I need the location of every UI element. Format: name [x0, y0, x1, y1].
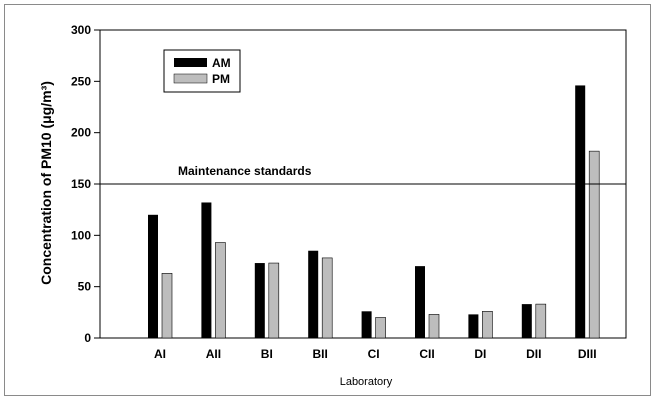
bar-am-bii: [308, 250, 319, 338]
bar-am-di: [468, 314, 479, 338]
x-tick-label: CII: [419, 347, 434, 361]
legend-swatch-am: [174, 58, 207, 67]
x-tick-label: BI: [261, 347, 273, 361]
legend-box: [163, 49, 241, 93]
legend-label-pm: PM: [212, 72, 230, 86]
bar-am-aii: [201, 202, 212, 338]
bar-am-ai: [148, 214, 158, 338]
x-tick-label: DI: [474, 347, 486, 361]
y-tick-label: 50: [78, 280, 92, 294]
legend-swatch-pm: [173, 73, 208, 84]
bar-am-diii: [575, 85, 586, 338]
y-tick-label: 150: [71, 177, 91, 191]
bar-pm-dii: [535, 303, 547, 339]
x-tick-label: DII: [526, 347, 541, 361]
bar-pm-diii: [588, 150, 600, 339]
bar-am-dii: [521, 304, 532, 338]
bar-pm-bii: [321, 257, 333, 339]
y-tick-label: 100: [71, 228, 91, 242]
y-tick-label: 200: [71, 126, 91, 140]
x-tick-label: AII: [206, 347, 221, 361]
bar-pm-bi: [268, 262, 280, 339]
bar-pm-di: [482, 311, 493, 339]
x-tick-label: DIII: [578, 347, 597, 361]
bar-am-bi: [254, 263, 265, 338]
bar-pm-ci: [375, 317, 386, 339]
y-tick-label: 300: [71, 23, 91, 37]
y-axis: 0 50 100 150 200 250 300: [71, 23, 100, 345]
bar-pm-cii: [428, 314, 440, 339]
bar-pm-aii: [215, 242, 226, 339]
x-axis: AI AII BI BII CI CII DI DII DIII: [154, 347, 597, 361]
y-tick-label: 0: [84, 331, 91, 345]
legend-label-am: AM: [212, 56, 231, 70]
x-tick-label: CI: [368, 347, 380, 361]
x-tick-label: BII: [313, 347, 328, 361]
legend: AM PM: [163, 49, 241, 93]
reference-line-label: Maintenance standards: [178, 164, 312, 178]
x-tick-label: AI: [154, 347, 166, 361]
bar-pm-ai: [161, 273, 173, 339]
bars-group: [148, 85, 600, 339]
y-axis-label: Concentration of PM10 (μg/m³): [38, 81, 54, 285]
bar-am-cii: [415, 266, 425, 338]
y-tick-label: 250: [71, 74, 91, 88]
bar-am-ci: [361, 311, 372, 338]
x-axis-label: Laboratory: [340, 376, 393, 388]
